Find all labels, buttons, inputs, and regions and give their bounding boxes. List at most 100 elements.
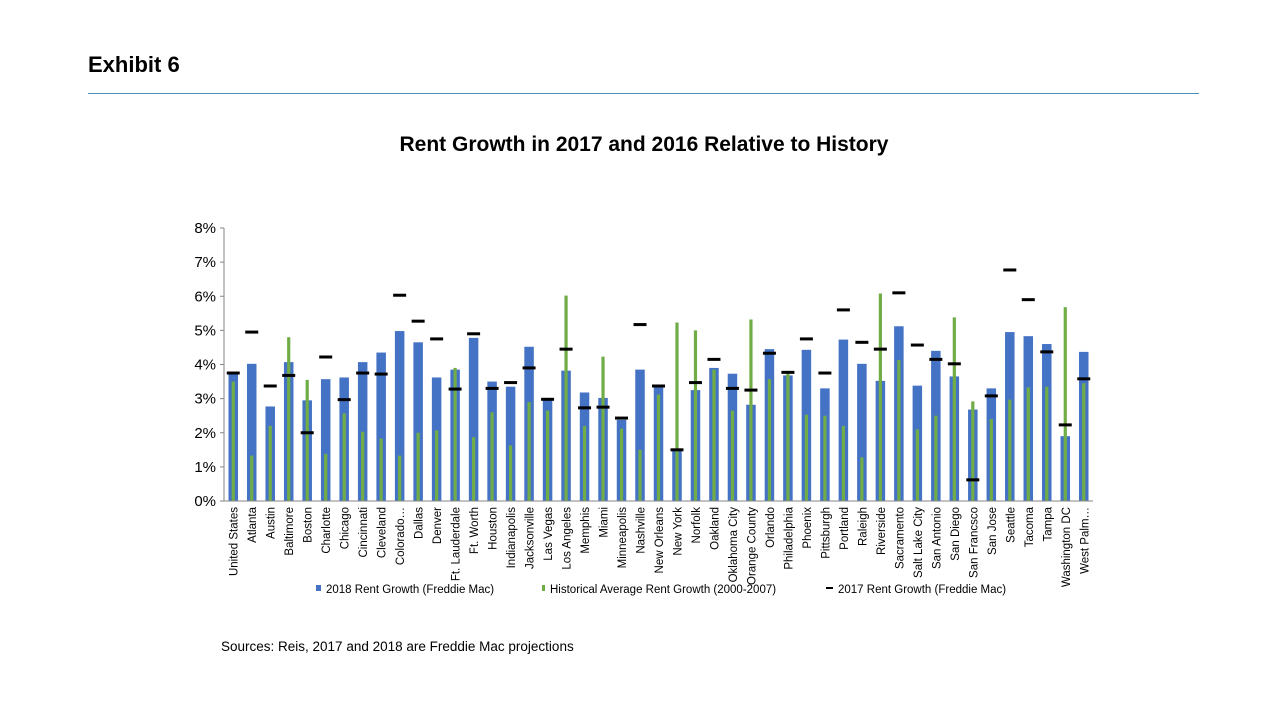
- bar-historical: [268, 425, 272, 501]
- marker-2017: [633, 323, 647, 327]
- x-category-label: New York: [672, 507, 684, 556]
- exhibit-title: Exhibit 6: [88, 52, 180, 77]
- bar-2018: [413, 342, 423, 501]
- bar-historical: [804, 414, 809, 501]
- x-category-label: Minneapolis: [617, 507, 629, 569]
- x-category-label: Oklahoma City: [728, 507, 740, 583]
- marker-2017: [504, 381, 518, 385]
- bar-historical: [1045, 386, 1049, 501]
- y-tick-label: 2%: [194, 425, 216, 442]
- bar-2018: [394, 331, 405, 501]
- bar-historical: [564, 295, 568, 501]
- x-category-label: Memphis: [580, 507, 592, 554]
- y-tick-label: 1%: [194, 459, 216, 476]
- marker-2017: [319, 355, 333, 359]
- marker-2017: [393, 293, 407, 297]
- bar-historical: [989, 419, 993, 501]
- marker-2017: [873, 347, 887, 351]
- bar-2018: [357, 362, 368, 501]
- bar-historical: [527, 402, 531, 501]
- marker-2017: [762, 351, 776, 355]
- x-category-label: Tacoma: [1024, 506, 1036, 547]
- bar-historical: [416, 432, 420, 501]
- x-category-label: Miami: [599, 507, 611, 538]
- bar-historical: [841, 425, 845, 501]
- x-category-label: Orlando: [765, 507, 777, 548]
- bar-historical: [305, 379, 309, 501]
- bar-historical: [1026, 387, 1030, 501]
- legend-swatch: [316, 585, 321, 591]
- marker-2017: [615, 416, 629, 420]
- bar-historical: [508, 445, 513, 501]
- marker-2017: [485, 386, 499, 390]
- x-category-label: Denver: [432, 507, 444, 544]
- bar-historical: [1063, 307, 1067, 501]
- marker-2017: [818, 371, 832, 375]
- x-category-label: Austin: [266, 507, 278, 539]
- x-category-label: Portland: [839, 507, 851, 550]
- plot-area: 0% 1% 2% 3% 4% 5% 6% 7% 8% United States Atlanta Au…: [194, 220, 1093, 587]
- x-category-label: Baltimore: [284, 507, 296, 556]
- marker-2017: [781, 370, 795, 374]
- x-category-label: Norfolk: [691, 507, 703, 544]
- x-category-label: Indianapolis: [506, 507, 518, 569]
- marker-2017: [411, 319, 425, 323]
- bar-historical: [472, 437, 476, 501]
- y-tick-label: 8%: [194, 220, 216, 237]
- bar-historical: [619, 428, 624, 501]
- bar-2018: [376, 352, 386, 501]
- legend-label: Historical Average Rent Growth (2000-200…: [550, 584, 776, 596]
- chart-legend: 2018 Rent Growth (Freddie Mac) Historical…: [316, 584, 1006, 596]
- bar-historical: [1082, 383, 1086, 501]
- x-category-label: Raleigh: [857, 507, 869, 546]
- x-category-label: Boston: [303, 507, 315, 543]
- marker-2017: [707, 357, 721, 361]
- sources-note: Sources: Reis, 2017 and 2018 are Freddie…: [221, 639, 574, 654]
- marker-2017: [522, 366, 536, 370]
- bar-historical: [435, 430, 439, 501]
- y-tick-label: 7%: [194, 254, 216, 271]
- bar-historical: [638, 449, 642, 501]
- x-category-label: Philadelphia: [783, 506, 795, 569]
- marker-2017: [1058, 423, 1072, 427]
- bar-historical: [749, 319, 753, 501]
- x-category-label: Phoenix: [802, 507, 814, 549]
- x-category-label: San Antonio: [931, 507, 943, 569]
- bar-2018: [468, 337, 479, 501]
- x-category-label: Pittsburgh: [820, 507, 832, 559]
- bar-historical: [952, 317, 956, 501]
- x-category-label: Washington DC: [1061, 507, 1073, 587]
- title-divider: [88, 93, 1199, 94]
- marker-2017: [300, 431, 314, 435]
- bar-2018: [838, 339, 849, 501]
- marker-2017: [670, 448, 684, 452]
- chart-title: Rent Growth in 2017 and 2016 Relative to…: [400, 133, 889, 156]
- bar-historical: [860, 457, 864, 501]
- marker-2017: [374, 372, 388, 376]
- marker-2017: [1003, 268, 1017, 272]
- bar-historical: [675, 322, 679, 501]
- y-tick-label: 4%: [194, 357, 216, 374]
- x-category-label: Dallas: [414, 507, 426, 539]
- bar-historical: [342, 413, 346, 501]
- x-category-label: Chicago: [340, 507, 352, 549]
- bar-historical: [1008, 399, 1012, 501]
- marker-2017: [947, 362, 961, 366]
- marker-2017: [337, 398, 351, 402]
- marker-2017: [652, 384, 665, 388]
- bar-historical: [545, 410, 550, 501]
- legend-label: 2018 Rent Growth (Freddie Mac): [326, 584, 494, 596]
- x-category-label: Ft. Worth: [469, 507, 481, 554]
- marker-2017: [1077, 377, 1091, 381]
- marker-2017: [1021, 298, 1035, 302]
- marker-2017: [559, 347, 573, 351]
- bar-2018: [635, 369, 645, 501]
- bar-historical: [287, 337, 291, 501]
- bar-historical: [730, 410, 735, 501]
- bar-2018: [505, 386, 516, 501]
- x-category-label: Charlotte: [321, 507, 333, 554]
- marker-2017: [744, 388, 758, 392]
- marker-2017: [356, 371, 370, 375]
- marker-2017: [836, 308, 850, 312]
- x-category-label: Atlanta: [247, 506, 259, 542]
